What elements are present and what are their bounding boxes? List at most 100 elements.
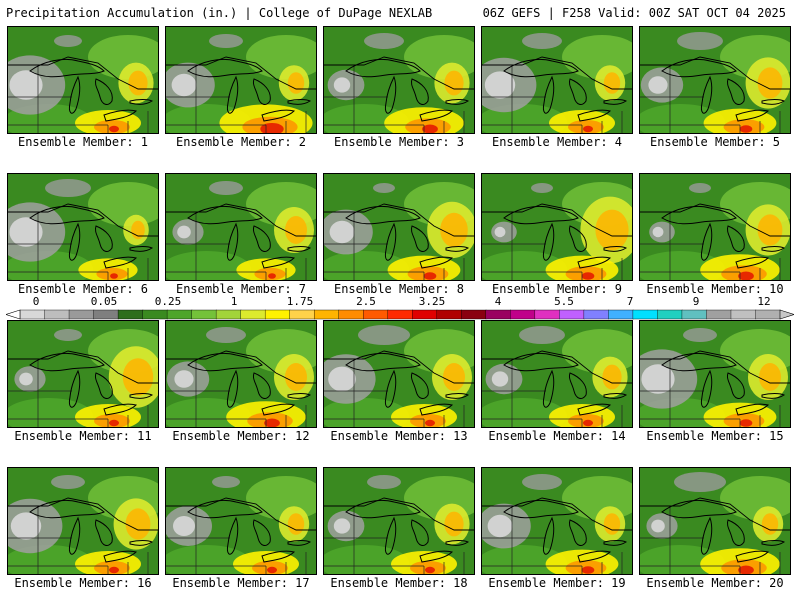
- colorbar-tick-label: 2.5: [356, 295, 376, 308]
- colorbar-swatch: [730, 309, 757, 320]
- ensemble-member-map: [165, 320, 317, 428]
- colorbar-swatch: [19, 309, 46, 320]
- ensemble-member-map: [481, 173, 633, 281]
- colorbar-swatch: [632, 309, 659, 320]
- ensemble-member-label: Ensemble Member: 3: [333, 135, 465, 149]
- precipitation-field: [8, 27, 158, 133]
- ensemble-member-map: [323, 173, 475, 281]
- ensemble-member-map: [165, 467, 317, 575]
- ensemble-member-label: Ensemble Member: 4: [491, 135, 623, 149]
- ensemble-member-map: [7, 26, 159, 134]
- colorbar-tick-label: 1.75: [286, 295, 314, 308]
- ensemble-member-map: [323, 26, 475, 134]
- chart-title: Precipitation Accumulation (in.) | Colle…: [6, 6, 433, 20]
- precipitation-field: [8, 174, 158, 280]
- precipitation-field: [482, 174, 632, 280]
- colorbar-swatch: [387, 309, 413, 320]
- precipitation-field: [482, 321, 632, 427]
- colorbar-swatch: [461, 309, 487, 320]
- colorbar-tick-label: 1: [230, 295, 238, 308]
- ensemble-member-map: [323, 467, 475, 575]
- colorbar-tick-label: 5.5: [554, 295, 574, 308]
- precipitation-field: [482, 27, 632, 133]
- ensemble-member-map: [639, 173, 791, 281]
- precipitation-field: [324, 174, 474, 280]
- precipitation-field: [640, 321, 790, 427]
- ensemble-member-map: [165, 26, 317, 134]
- colorbar-tick-label: 0: [32, 295, 40, 308]
- ensemble-member-label: Ensemble Member: 6: [17, 282, 149, 296]
- colorbar-min-arrow: [6, 309, 21, 320]
- ensemble-member-label: Ensemble Member: 9: [491, 282, 623, 296]
- ensemble-member-map: [481, 320, 633, 428]
- colorbar-swatch: [657, 309, 683, 320]
- ensemble-member-label: Ensemble Member: 17: [172, 576, 310, 590]
- colorbar-swatch: [534, 309, 561, 320]
- colorbar-swatch: [68, 309, 95, 320]
- ensemble-member-label: Ensemble Member: 11: [14, 429, 152, 443]
- ensemble-member-label: Ensemble Member: 8: [333, 282, 465, 296]
- colorbar-swatch: [436, 309, 462, 320]
- colorbar-swatch: [681, 309, 708, 320]
- colorbar-swatch: [583, 309, 610, 320]
- ensemble-member-map: [323, 320, 475, 428]
- ensemble-member-label: Ensemble Member: 15: [646, 429, 784, 443]
- ensemble-member-label: Ensemble Member: 12: [172, 429, 310, 443]
- colorbar-swatch: [338, 309, 364, 320]
- precipitation-field: [166, 174, 316, 280]
- precipitation-field: [482, 468, 632, 574]
- colorbar-swatch: [191, 309, 217, 320]
- colorbar-swatch: [264, 309, 291, 320]
- colorbar-swatch: [485, 309, 512, 320]
- colorbar-swatch: [412, 309, 438, 320]
- ensemble-member-label: Ensemble Member: 18: [330, 576, 468, 590]
- ensemble-member-map: [7, 320, 159, 428]
- ensemble-member-map: [7, 173, 159, 281]
- colorbar-swatch: [363, 309, 389, 320]
- colorbar-swatch: [44, 309, 70, 320]
- ensemble-member-label: Ensemble Member: 16: [14, 576, 152, 590]
- ensemble-member-label: Ensemble Member: 14: [488, 429, 626, 443]
- colorbar-swatch: [289, 309, 315, 320]
- colorbar-tick-label: 4: [494, 295, 502, 308]
- colorbar-swatch: [755, 309, 781, 320]
- colorbar-max-arrow: [779, 309, 794, 320]
- colorbar-tick-label: 3.25: [418, 295, 446, 308]
- ensemble-member-map: [481, 26, 633, 134]
- colorbar-swatch: [706, 309, 732, 320]
- colorbar-swatch: [166, 309, 193, 320]
- ensemble-member-label: Ensemble Member: 1: [17, 135, 149, 149]
- ensemble-member-map: [165, 173, 317, 281]
- colorbar-swatch: [608, 309, 634, 320]
- colorbar-swatch: [93, 309, 119, 320]
- precipitation-field: [166, 321, 316, 427]
- colorbar-swatch: [142, 309, 168, 320]
- colorbar-tick-label: 12: [757, 295, 771, 308]
- ensemble-member-map: [639, 467, 791, 575]
- precipitation-field: [324, 468, 474, 574]
- colorbar-swatch: [510, 309, 536, 320]
- colorbar-swatch: [117, 309, 144, 320]
- colorbar-tick-label: 7: [626, 295, 634, 308]
- colorbar-swatch: [240, 309, 266, 320]
- colorbar-swatch: [313, 309, 340, 320]
- colorbar-tick-label: 0.05: [90, 295, 118, 308]
- colorbar-tick-label: 9: [692, 295, 700, 308]
- model-run-info: 06Z GEFS | F258 Valid: 00Z SAT OCT 04 20…: [482, 6, 786, 20]
- ensemble-member-map: [7, 467, 159, 575]
- ensemble-member-label: Ensemble Member: 13: [330, 429, 468, 443]
- ensemble-member-map: [639, 320, 791, 428]
- ensemble-member-label: Ensemble Member: 20: [646, 576, 784, 590]
- ensemble-member-label: Ensemble Member: 19: [488, 576, 626, 590]
- ensemble-member-label: Ensemble Member: 2: [175, 135, 307, 149]
- precipitation-field: [640, 174, 790, 280]
- precipitation-field: [8, 321, 158, 427]
- ensemble-member-map: [639, 26, 791, 134]
- precipitation-field: [324, 321, 474, 427]
- precipitation-field: [166, 27, 316, 133]
- precipitation-field: [166, 468, 316, 574]
- precipitation-field: [324, 27, 474, 133]
- precipitation-field: [640, 27, 790, 133]
- colorbar-swatch: [559, 309, 585, 320]
- ensemble-member-label: Ensemble Member: 5: [649, 135, 781, 149]
